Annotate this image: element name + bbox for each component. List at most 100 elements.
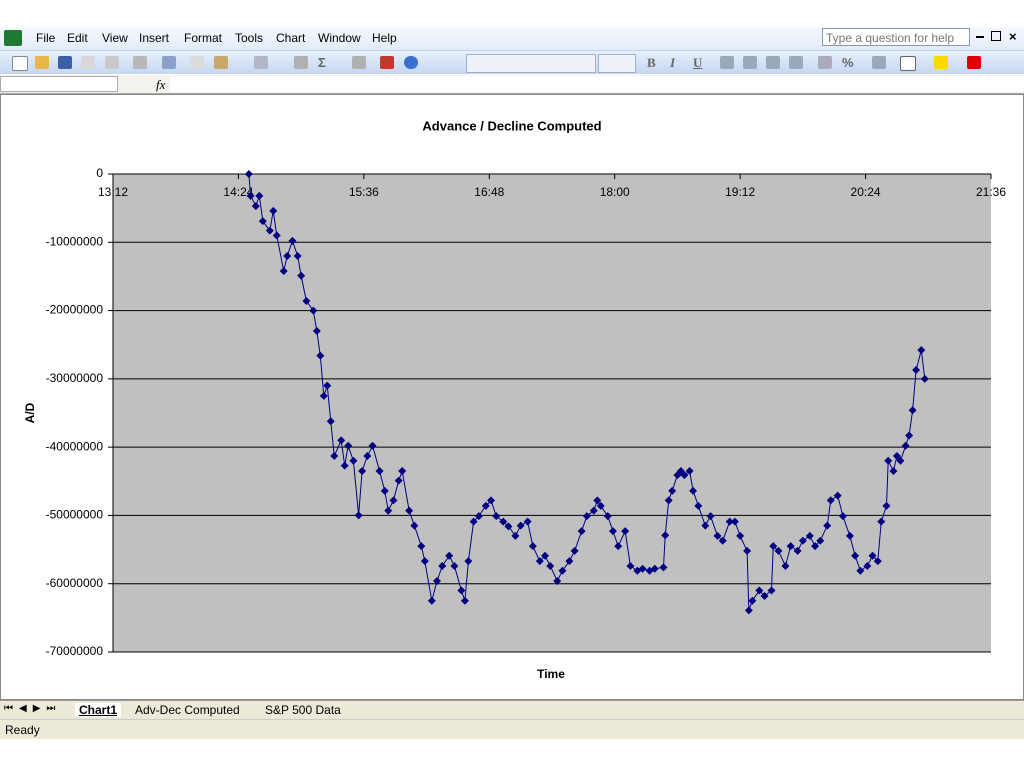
data-marker	[725, 517, 734, 526]
save-button[interactable]	[58, 56, 72, 69]
data-marker	[845, 531, 854, 540]
data-marker	[748, 596, 757, 605]
help-search-box[interactable]: Type a question for help	[822, 28, 970, 46]
data-marker	[811, 542, 820, 551]
data-marker	[908, 406, 917, 415]
menu-item[interactable]: Help	[372, 31, 397, 45]
chart-wizard-button[interactable]	[380, 56, 394, 69]
sort-button[interactable]	[352, 56, 366, 69]
data-marker	[499, 517, 508, 526]
data-marker	[258, 217, 267, 226]
permission-button[interactable]	[81, 56, 95, 69]
size-box[interactable]	[598, 54, 636, 73]
formula-bar: fx	[0, 75, 1024, 94]
status-bar: Ready	[0, 719, 1024, 739]
data-marker	[251, 202, 260, 211]
menu-item[interactable]: Window	[318, 31, 361, 45]
align-right-button[interactable]	[766, 56, 780, 69]
data-marker	[523, 517, 532, 526]
sheet-tab[interactable]: S&P 500 Data	[265, 703, 341, 717]
menu-item[interactable]: File	[36, 31, 56, 45]
data-marker	[896, 456, 905, 465]
font-color-button[interactable]	[967, 56, 981, 69]
chart-title: Advance / Decline Computed	[422, 118, 601, 133]
close-button[interactable]: ×	[1009, 29, 1017, 44]
align-left-button[interactable]	[720, 56, 734, 69]
data-marker	[593, 496, 602, 505]
data-marker	[354, 511, 363, 520]
data-marker	[265, 226, 274, 235]
data-marker	[535, 557, 544, 566]
y-tick-label: -50000000	[46, 508, 104, 522]
data-marker	[713, 531, 722, 540]
data-marker	[614, 542, 623, 551]
formula-input[interactable]	[170, 76, 1024, 92]
data-marker	[323, 381, 332, 390]
data-marker	[363, 452, 372, 461]
print-button[interactable]	[105, 56, 119, 69]
sheet-tab[interactable]: Chart1	[75, 703, 122, 717]
data-marker	[661, 531, 670, 540]
data-marker	[319, 391, 328, 400]
data-marker	[405, 506, 414, 515]
data-marker	[469, 517, 478, 526]
menu-item[interactable]: Chart	[276, 31, 306, 45]
data-marker	[838, 512, 847, 521]
data-marker	[694, 501, 703, 510]
help-button[interactable]	[404, 56, 418, 69]
data-marker	[420, 557, 429, 566]
percent-button[interactable]: %	[842, 55, 854, 70]
data-marker	[701, 521, 710, 530]
bold-button[interactable]: B	[647, 55, 656, 70]
sheet-tabs-bar: ⏮◀▶⏭ Chart1 Adv-Dec Computed S&P 500 Dat…	[0, 700, 1024, 719]
research-button[interactable]	[162, 56, 176, 69]
data-marker	[882, 501, 891, 510]
underline-button[interactable]: U	[693, 55, 703, 70]
data-marker	[279, 266, 288, 275]
data-marker	[460, 596, 469, 605]
preview-button[interactable]	[133, 56, 147, 69]
menu-item[interactable]: View	[102, 31, 128, 45]
data-marker	[450, 561, 459, 570]
indent-button[interactable]	[872, 56, 886, 69]
merge-button[interactable]	[789, 56, 803, 69]
sheet-tab[interactable]: Adv-Dec Computed	[135, 703, 240, 717]
chart: Advance / Decline Computed Time A/D 0 -10…	[23, 118, 1006, 681]
minimize-button[interactable]	[976, 36, 984, 38]
borders-button[interactable]	[900, 56, 916, 71]
name-box[interactable]	[0, 76, 118, 92]
data-marker	[793, 546, 802, 555]
menu-item[interactable]: Tools	[235, 31, 264, 45]
data-marker	[863, 561, 872, 570]
font-box[interactable]	[466, 54, 596, 73]
data-marker	[798, 536, 807, 545]
data-marker	[558, 566, 567, 575]
currency-button[interactable]	[818, 56, 832, 69]
hyperlink-button[interactable]	[294, 56, 308, 69]
copy-button[interactable]	[190, 56, 204, 69]
y-tick-label: -60000000	[46, 576, 104, 590]
menu-item[interactable]: Format	[184, 31, 223, 45]
menu-item[interactable]: Edit	[67, 31, 88, 45]
undo-button[interactable]	[254, 56, 268, 69]
data-marker	[541, 551, 550, 560]
italic-button[interactable]: I	[670, 55, 676, 70]
data-marker	[337, 436, 346, 445]
fill-color-button[interactable]	[934, 56, 948, 69]
data-marker	[856, 566, 865, 575]
data-marker	[410, 521, 419, 530]
data-marker	[288, 236, 297, 245]
center-button[interactable]	[743, 56, 757, 69]
new-button[interactable]	[12, 56, 28, 71]
data-marker	[767, 586, 776, 595]
restore-button[interactable]	[991, 31, 1001, 41]
x-tick-label: 18:00	[600, 185, 630, 199]
open-button[interactable]	[35, 56, 49, 69]
data-marker	[760, 592, 769, 601]
tab-scroll-buttons[interactable]: ⏮◀▶⏭	[4, 703, 62, 714]
data-marker	[492, 512, 501, 521]
paste-button[interactable]	[214, 56, 228, 69]
menu-item[interactable]: Insert	[139, 31, 170, 45]
data-marker	[706, 512, 715, 521]
autosum-button[interactable]: Σ	[318, 55, 326, 70]
